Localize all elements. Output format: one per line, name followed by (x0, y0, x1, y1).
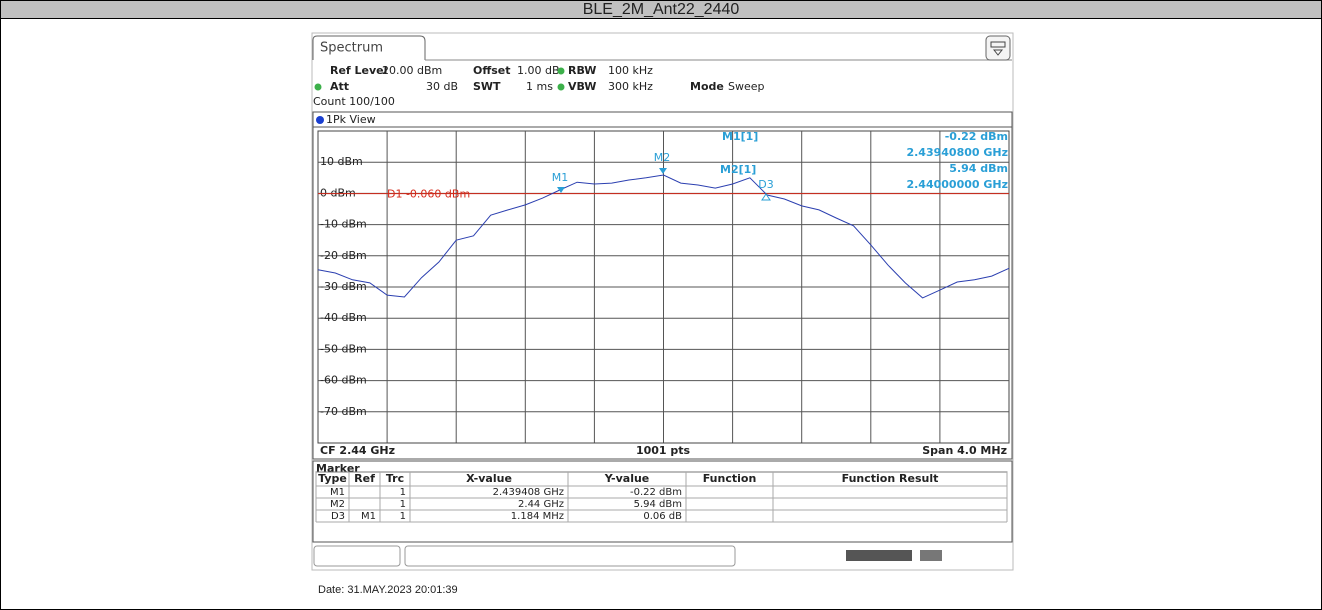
graph-frame (312, 111, 1013, 460)
y-tick-label: -70 dBm (320, 405, 367, 418)
table-cell: D3 (331, 511, 345, 522)
center-frequency: CF 2.44 GHz (320, 444, 395, 457)
setting-value: 20.00 dBm (382, 64, 442, 77)
setting-label: SWT (473, 80, 501, 93)
marker-table: Type Ref Trc X-value Y-value Function Function… (315, 471, 1008, 523)
table-cell: 5.94 dBm (634, 499, 682, 510)
table-header: Ref (354, 472, 375, 485)
marker-info-x: 2.44000000 GHz (906, 178, 1008, 191)
table-cell: M1 (330, 487, 345, 498)
table-cell: -0.22 dBm (630, 487, 682, 498)
table-header: X-value (466, 472, 512, 485)
span: Span 4.0 MHz (922, 444, 1007, 457)
table-header: Y-value (604, 472, 650, 485)
table-header: Trc (386, 472, 404, 485)
marker-label: D3 (758, 178, 773, 191)
table-cell: 2.439408 GHz (493, 487, 564, 498)
marker-glyph (557, 187, 565, 193)
setting-value: 300 kHz (608, 80, 653, 93)
menu-icon-glyph (990, 41, 1006, 56)
marker-info-x: 2.43940800 GHz (906, 146, 1008, 159)
setting-label: Offset (473, 64, 511, 77)
progress-bar (846, 550, 912, 561)
menu-icon[interactable] (985, 35, 1011, 61)
table-cell: 1 (400, 511, 406, 522)
y-tick-label: -60 dBm (320, 374, 367, 387)
table-cell: M2 (330, 499, 345, 510)
table-cell: 1.184 MHz (511, 511, 564, 522)
table-header: Function Result (842, 472, 939, 485)
status-box (313, 545, 401, 567)
table-cell: 1 (400, 487, 406, 498)
marker-label: M2 (654, 151, 671, 164)
setting-label: RBW (568, 64, 596, 77)
y-tick-label: -50 dBm (320, 342, 367, 355)
table-cell: 0.06 dB (643, 511, 682, 522)
setting-label: Ref Level (330, 64, 387, 77)
marker-info-name: M2[1] (720, 163, 756, 176)
table-header: Function (703, 472, 757, 485)
marker-glyph (761, 193, 771, 201)
setting-label: Att (330, 80, 349, 93)
display-line-label: D1 -0.060 dBm (387, 188, 470, 201)
setting-value: 1.00 dB (517, 64, 560, 77)
y-tick-label: -10 dBm (320, 218, 367, 231)
y-tick-label: 0 dBm (320, 186, 356, 199)
trace (317, 174, 1010, 299)
setting-value: Sweep (728, 80, 765, 93)
status-dot (314, 83, 322, 91)
status-dot (557, 83, 565, 91)
trace-dot (316, 116, 324, 124)
y-tick-label: -40 dBm (320, 311, 367, 324)
marker-info-name: M1[1] (722, 130, 758, 143)
marker-info-y: 5.94 dBm (949, 162, 1008, 175)
table-cell: M1 (361, 511, 376, 522)
setting-value: 100 kHz (608, 64, 653, 77)
tab-label[interactable]: Spectrum (320, 41, 383, 56)
table-header: Type (318, 472, 347, 485)
setting-label: Mode (690, 80, 724, 93)
date: Date: 31.MAY.2023 20:01:39 (318, 584, 458, 596)
table-cell: 2.44 GHz (518, 499, 564, 510)
setting-value: 1 ms (526, 80, 553, 93)
marker-glyph (659, 168, 667, 174)
plot: 10 dBm 0 dBm -10 dBm -20 dBm -30 dBm -40 dBm -… (317, 155, 1010, 418)
setting-value: 30 dB (426, 80, 458, 93)
progress-indicator (920, 550, 942, 561)
table-cell: 1 (400, 499, 406, 510)
tab[interactable] (312, 35, 426, 60)
points: 1001 pts (636, 444, 691, 457)
y-tick-label: 10 dBm (320, 155, 363, 168)
title: BLE_2M_Ant22_2440 (583, 1, 740, 18)
count: Count 100/100 (313, 95, 395, 108)
marker-info-y: -0.22 dBm (945, 130, 1008, 143)
view-label: 1Pk View (326, 113, 376, 126)
status-box (404, 545, 736, 567)
setting-label: VBW (568, 80, 596, 93)
y-tick-label: -20 dBm (320, 249, 367, 262)
y-tick-label: -30 dBm (320, 280, 367, 293)
marker-label: M1 (552, 171, 569, 184)
status-dot (557, 67, 565, 75)
